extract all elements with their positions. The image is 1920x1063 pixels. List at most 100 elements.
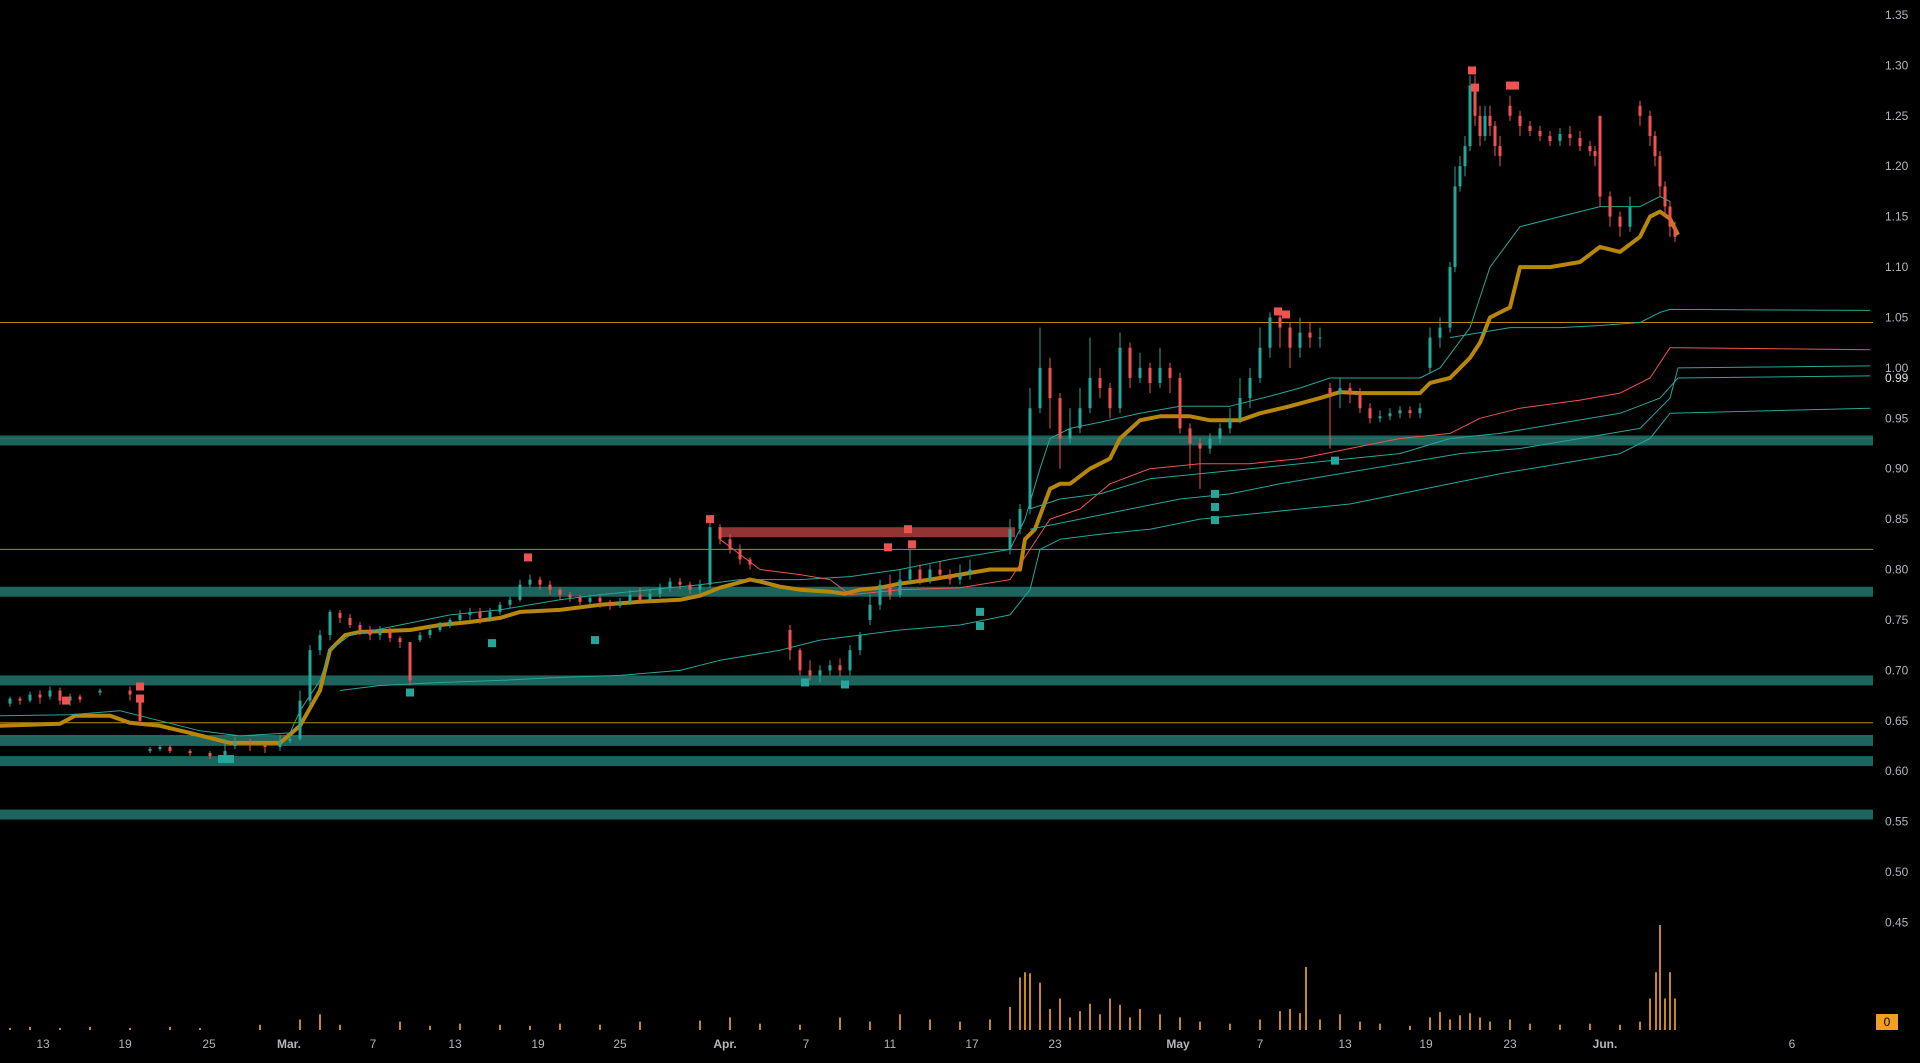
candle-body (868, 604, 872, 620)
candle (348, 613, 352, 629)
candle-body (1198, 443, 1202, 449)
candle (538, 576, 542, 590)
volume-bar (1429, 1017, 1431, 1030)
time-axis[interactable]: 13 19 25 Mar. 7 13 19 25 Apr. 7 11 17 23 May 7 13 19 23 Ju… (36, 1037, 1795, 1051)
time-tick-label: 13 (448, 1037, 462, 1051)
candle-body (1378, 416, 1382, 419)
candle (288, 734, 292, 743)
price-tick-label: 0.80 (1885, 563, 1909, 577)
last-value-label: 0.99 (1885, 371, 1909, 385)
support-zone (0, 586, 1873, 597)
candle (1438, 317, 1442, 348)
candle (38, 690, 42, 704)
price-tick-label: 0.85 (1885, 512, 1909, 526)
signal-markers (62, 66, 1519, 764)
time-tick-label: 25 (202, 1037, 216, 1051)
candle-body (358, 624, 362, 631)
candle-body (1388, 413, 1392, 417)
candle (1128, 342, 1132, 389)
candle-body (728, 539, 732, 550)
candle-body (398, 638, 402, 643)
candle-body (18, 698, 22, 701)
candle (718, 524, 722, 545)
price-axis[interactable]: 1.35 1.30 1.25 1.20 1.15 1.10 1.05 1.00 0.95 0.90… (1885, 8, 1909, 929)
candle (438, 621, 442, 633)
candle-body (1338, 388, 1342, 394)
candle-body (698, 584, 702, 590)
candle (798, 648, 802, 676)
candlesticks[interactable] (8, 75, 1677, 760)
candle-body (1108, 388, 1112, 409)
price-tick-label: 1.30 (1885, 58, 1909, 72)
candle (1188, 423, 1192, 469)
candle (158, 744, 162, 752)
candle-body (1418, 408, 1422, 414)
candle (1098, 367, 1102, 399)
time-tick-label: 23 (1048, 1037, 1062, 1051)
volume-bar (1639, 1021, 1641, 1030)
candle (1558, 127, 1562, 147)
candle-body (638, 594, 642, 600)
candle (1593, 146, 1597, 167)
candle (1598, 115, 1602, 207)
candle-body (1618, 216, 1622, 227)
candle (1208, 433, 1212, 454)
candle (1493, 120, 1497, 157)
candle (728, 534, 732, 554)
candle-body (1098, 377, 1102, 389)
volume-bar (1039, 982, 1041, 1030)
candle (1653, 130, 1657, 167)
volume-bar (89, 1026, 91, 1030)
candle (858, 632, 862, 656)
time-tick-label: 7 (1257, 1037, 1264, 1051)
sell-signal (706, 515, 714, 524)
volume-bar (129, 1027, 131, 1030)
moving-average-thick-line (0, 209, 1680, 745)
volume-bar (1019, 977, 1021, 1030)
volume-bar (1489, 1021, 1491, 1030)
candle (598, 594, 602, 608)
candle (588, 594, 592, 605)
candle-body (1288, 327, 1292, 348)
candle (1058, 393, 1062, 469)
candle-body (488, 611, 492, 618)
candle (678, 577, 682, 590)
candle-body (788, 630, 792, 651)
candle-body (808, 670, 812, 676)
candle-body (1238, 398, 1242, 419)
candle-body (1318, 337, 1322, 339)
candle (1228, 408, 1232, 434)
candle-body (888, 584, 892, 595)
time-tick-label: 11 (884, 1037, 897, 1051)
sell-signal (1282, 310, 1290, 319)
horizontal-levels (0, 322, 1873, 820)
candle-body (678, 581, 682, 585)
candle (28, 691, 32, 703)
price-tick-label: 0.65 (1885, 714, 1909, 728)
candle (648, 589, 652, 602)
support-zone (0, 809, 1873, 820)
candle-body (1068, 428, 1072, 439)
candle (578, 594, 582, 605)
volume-bar (869, 1021, 871, 1030)
candle-body (878, 584, 882, 605)
price-tick-label: 1.25 (1885, 109, 1909, 123)
candle-body (288, 738, 292, 741)
candle-body (1568, 133, 1572, 139)
price-labels: 0.99 0 (1876, 371, 1909, 1030)
volume-bar (399, 1021, 401, 1030)
volume-bar (1139, 1009, 1141, 1030)
volume-bar (1259, 1019, 1261, 1030)
time-tick-label: 7 (803, 1037, 810, 1051)
time-tick-label: 19 (1419, 1037, 1433, 1051)
candle (378, 625, 382, 641)
candle-body (1538, 130, 1542, 136)
candle (878, 579, 882, 610)
candle (188, 748, 192, 757)
candle-body (828, 665, 832, 671)
volume-bar (1289, 1009, 1291, 1030)
volume-bar (1099, 1014, 1101, 1030)
time-tick-label: Mar. (277, 1037, 301, 1051)
